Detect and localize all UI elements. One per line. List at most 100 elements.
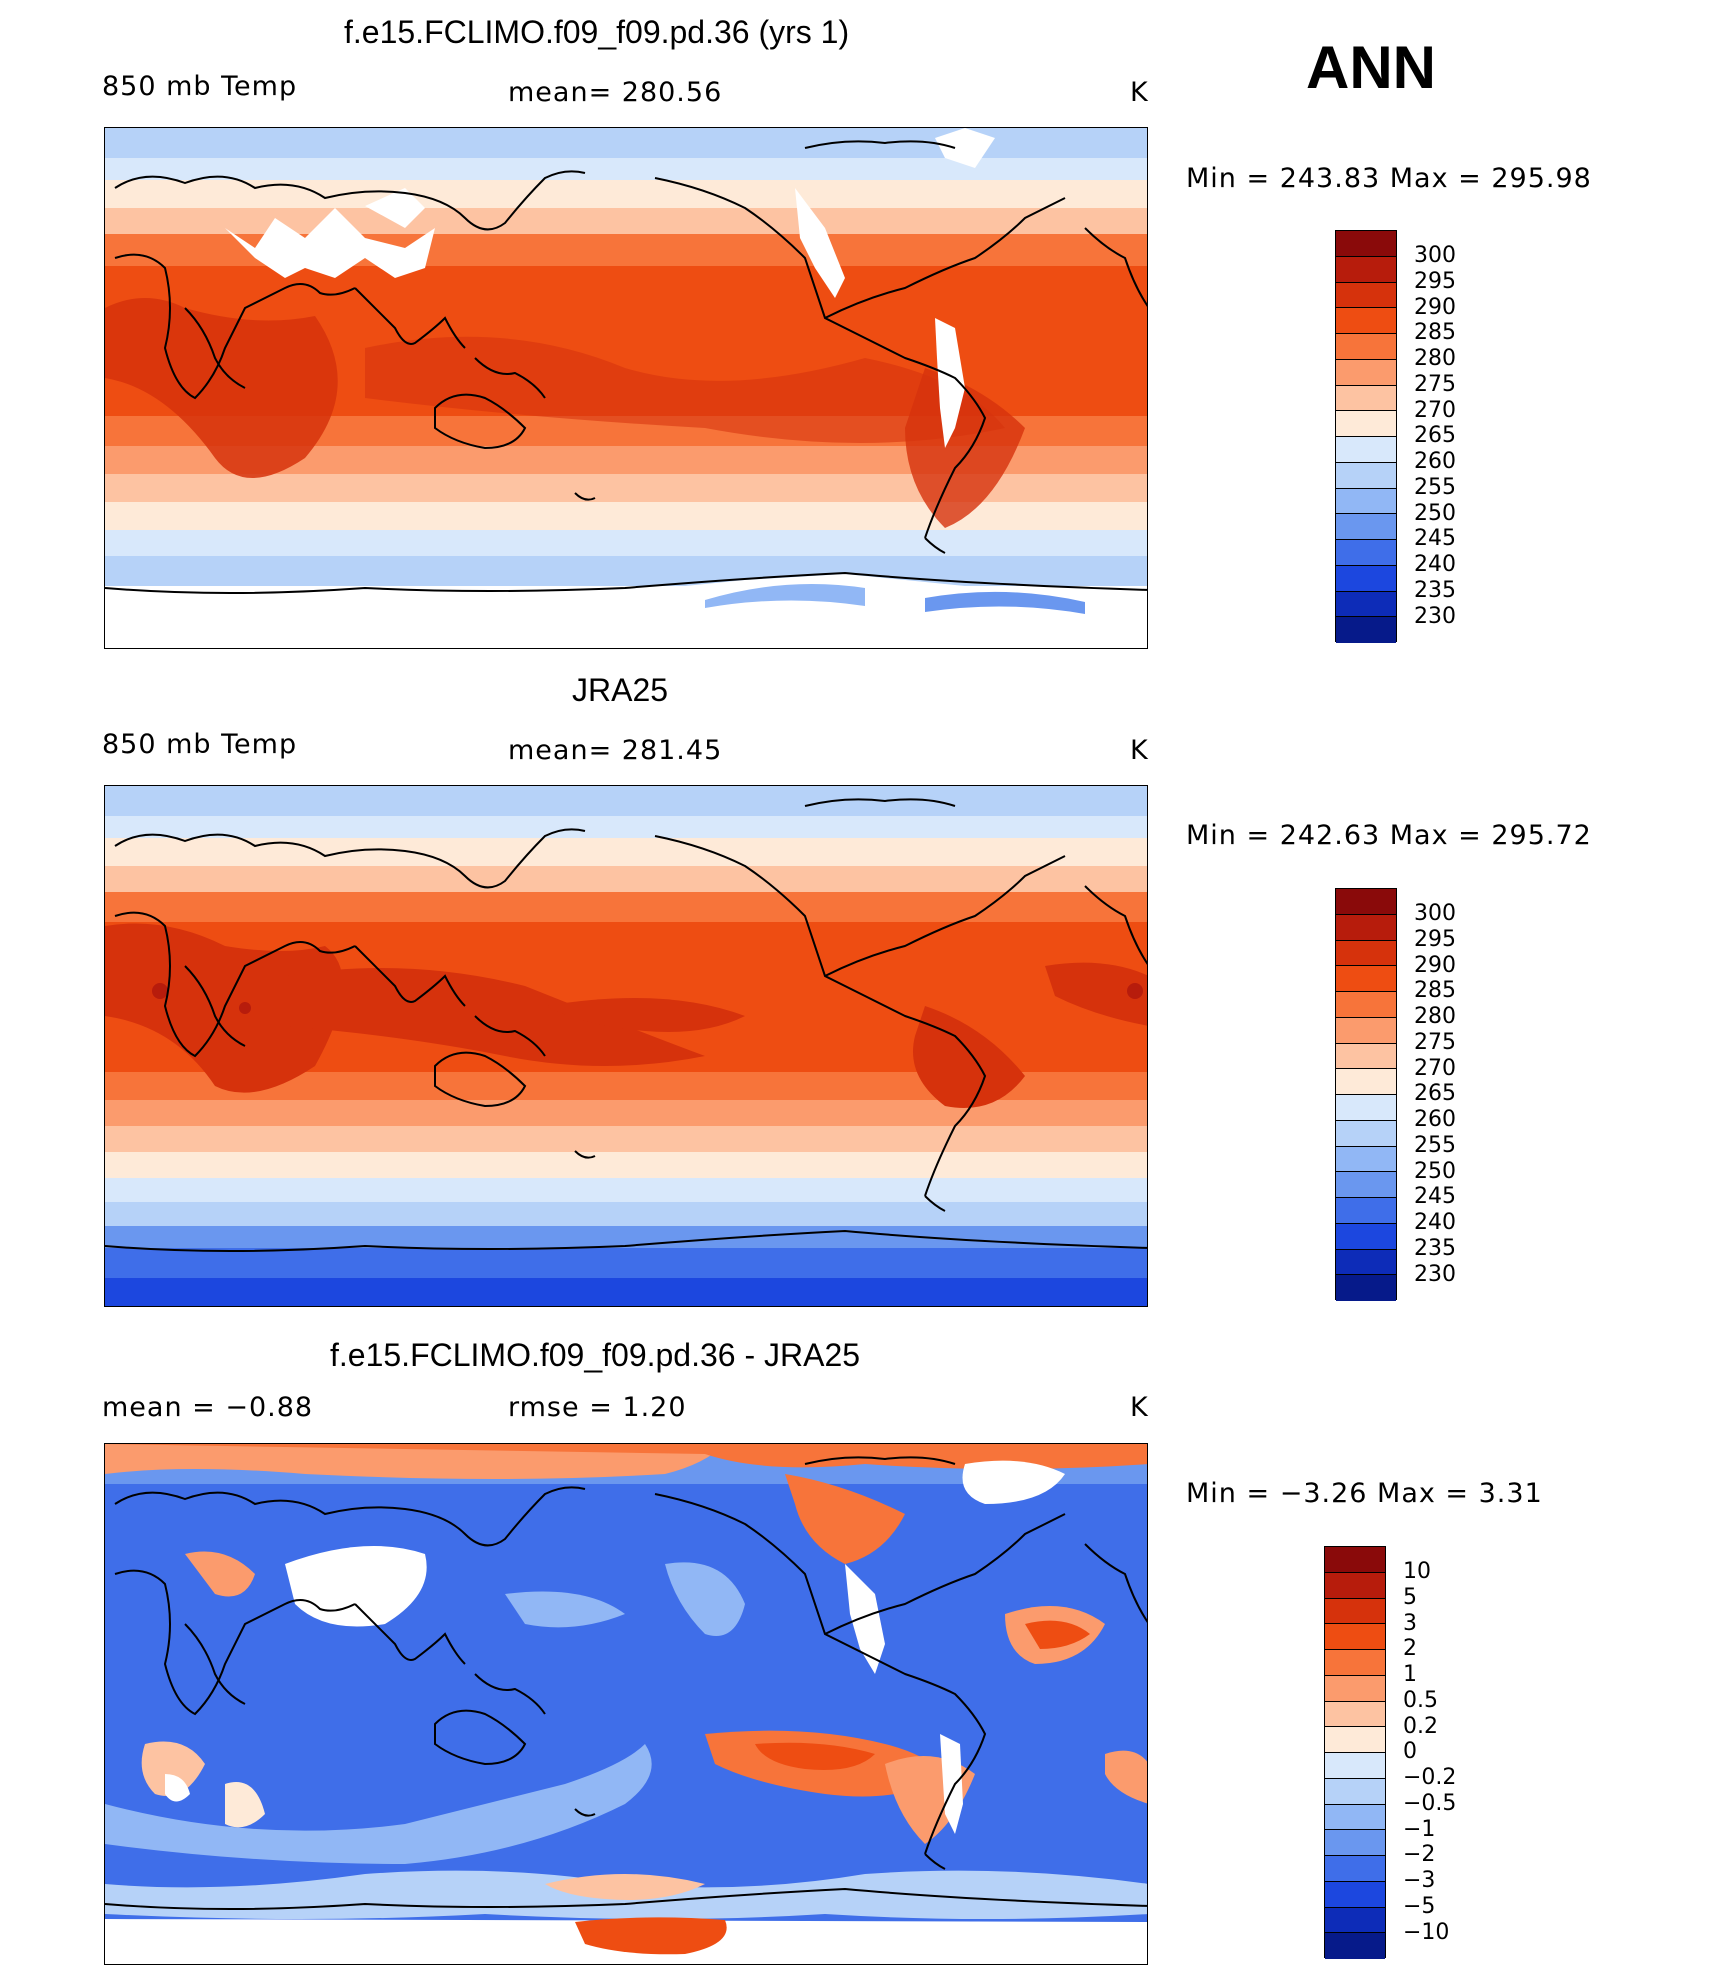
panel-3-rmse-label: rmse = 1.20: [508, 1392, 687, 1423]
panel-1-colorbar-label: 245: [1414, 526, 1456, 551]
panel-3-colorbar-label: 3: [1403, 1611, 1417, 1636]
panel-1-colorbar-segment: [1336, 334, 1396, 360]
panel-1-map: [104, 127, 1148, 649]
panel-1-colorbar-label: 235: [1414, 578, 1456, 603]
panel-3-colorbar-label: 1: [1403, 1662, 1417, 1687]
panel-2-colorbar-segment: [1336, 1069, 1396, 1095]
panel-3-mean-label: mean = −0.88: [102, 1392, 314, 1423]
panel-3-colorbar-segment: [1325, 1572, 1385, 1599]
panel-3-colorbar-label: −1: [1403, 1817, 1436, 1842]
panel-1-colorbar-label: 300: [1414, 243, 1456, 268]
panel-3-colorbar-segment: [1325, 1907, 1385, 1934]
panel-2-colorbar-segment: [1336, 992, 1396, 1018]
panel-3-colorbar-segment: [1325, 1701, 1385, 1728]
season-label: ANN: [1306, 34, 1436, 101]
panel-3-colorbar: [1324, 1546, 1386, 1959]
panel-3-colorbar-segment: [1325, 1598, 1385, 1625]
panel-2-colorbar-segment: [1336, 889, 1396, 915]
panel-2-colorbar-label: 285: [1414, 978, 1456, 1003]
panel-1-colorbar-label: 265: [1414, 423, 1456, 448]
panel-2-colorbar-label: 295: [1414, 927, 1456, 952]
panel-3-min-max: Min = −3.26 Max = 3.31: [1186, 1478, 1543, 1509]
panel-2-colorbar-label: 235: [1414, 1236, 1456, 1261]
panel-3-colorbar-segment: [1325, 1727, 1385, 1753]
panel-2-title: JRA25: [572, 672, 669, 708]
panel-3-colorbar-segment: [1325, 1624, 1385, 1650]
panel-1-colorbar-segment: [1336, 411, 1396, 437]
panel-1-colorbar-segment: [1336, 256, 1396, 283]
panel-1-colorbar-label: 270: [1414, 398, 1456, 423]
panel-2-colorbar-label: 250: [1414, 1159, 1456, 1184]
panel-3-unit: K: [1130, 1392, 1149, 1423]
panel-3-colorbar-label: 0.5: [1403, 1688, 1438, 1713]
panel-3-title: f.e15.FCLIMO.f09_f09.pd.36 - JRA25: [330, 1337, 861, 1373]
panel-1-variable-label: 850 mb Temp: [102, 71, 298, 102]
panel-3-colorbar-segment: [1325, 1547, 1385, 1573]
panel-2-colorbar-segment: [1336, 966, 1396, 992]
panel-1-colorbar-segment: [1336, 385, 1396, 412]
panel-2-colorbar-segment: [1336, 1198, 1396, 1224]
panel-2-colorbar-label: 270: [1414, 1056, 1456, 1081]
panel-2-colorbar-segment: [1336, 1095, 1396, 1121]
panel-1-colorbar-segment: [1336, 462, 1396, 489]
panel-1-colorbar-label: 240: [1414, 552, 1456, 577]
panel-3-colorbar-segment: [1325, 1753, 1385, 1779]
panel-3-colorbar-label: −2: [1403, 1842, 1436, 1867]
panel-3-colorbar-segment: [1325, 1778, 1385, 1805]
panel-2-colorbar-segment: [1336, 914, 1396, 941]
panel-2-colorbar-label: 265: [1414, 1081, 1456, 1106]
panel-3-colorbar-label: 2: [1403, 1636, 1417, 1661]
panel-3-map: [104, 1443, 1148, 1965]
panel-3-colorbar-segment: [1325, 1830, 1385, 1856]
panel-2-variable-label: 850 mb Temp: [102, 729, 298, 760]
panel-2-map: [104, 785, 1148, 1307]
panel-1-colorbar-segment: [1336, 282, 1396, 309]
panel-3-colorbar-segment: [1325, 1881, 1385, 1908]
panel-1-mean-label: mean= 280.56: [508, 77, 723, 108]
panel-1-colorbar-segment: [1336, 308, 1396, 334]
panel-2-unit: K: [1130, 735, 1149, 766]
panel-2-colorbar-label: 240: [1414, 1210, 1456, 1235]
panel-2-colorbar: [1335, 888, 1397, 1301]
panel-2-colorbar-segment: [1336, 940, 1396, 967]
panel-1-colorbar-label: 275: [1414, 372, 1456, 397]
panel-2-colorbar-label: 275: [1414, 1030, 1456, 1055]
panel-1-colorbar-label: 295: [1414, 269, 1456, 294]
panel-3-colorbar-segment: [1325, 1933, 1385, 1959]
panel-3-colorbar-segment: [1325, 1650, 1385, 1676]
panel-2-colorbar-segment: [1336, 1223, 1396, 1250]
panel-2-colorbar-label: 255: [1414, 1133, 1456, 1158]
panel-3-colorbar-segment: [1325, 1675, 1385, 1702]
panel-1-colorbar-label: 230: [1414, 604, 1456, 629]
panel-3-colorbar-label: 0.2: [1403, 1714, 1438, 1739]
panel-1-colorbar-segment: [1336, 359, 1396, 386]
panel-1-colorbar-segment: [1336, 591, 1396, 618]
panel-1-colorbar-label: 255: [1414, 475, 1456, 500]
panel-2-min-max: Min = 242.63 Max = 295.72: [1186, 820, 1592, 851]
panel-3-colorbar-label: 0: [1403, 1739, 1417, 1764]
panel-3-colorbar-label: −10: [1403, 1920, 1450, 1945]
panel-1-unit: K: [1130, 77, 1149, 108]
panel-1-colorbar-label: 280: [1414, 346, 1456, 371]
panel-3-colorbar-label: −0.5: [1403, 1791, 1457, 1816]
panel-3-colorbar-label: 5: [1403, 1585, 1417, 1610]
panel-1-colorbar-segment: [1336, 617, 1396, 643]
panel-1-colorbar-label: 285: [1414, 320, 1456, 345]
panel-2-colorbar-segment: [1336, 1043, 1396, 1070]
panel-1-colorbar-segment: [1336, 565, 1396, 592]
panel-2-colorbar-segment: [1336, 1120, 1396, 1147]
panel-1-colorbar-segment: [1336, 514, 1396, 540]
panel-2-colorbar-label: 280: [1414, 1004, 1456, 1029]
panel-2-colorbar-label: 245: [1414, 1184, 1456, 1209]
panel-1-colorbar-label: 260: [1414, 449, 1456, 474]
panel-1-colorbar: [1335, 230, 1397, 643]
panel-1-min-max: Min = 243.83 Max = 295.98: [1186, 163, 1592, 194]
panel-2-colorbar-segment: [1336, 1249, 1396, 1276]
panel-2-colorbar-label: 230: [1414, 1262, 1456, 1287]
panel-2-colorbar-segment: [1336, 1172, 1396, 1198]
panel-2-colorbar-label: 260: [1414, 1107, 1456, 1132]
panel-3-colorbar-label: 10: [1403, 1559, 1431, 1584]
panel-1-colorbar-label: 290: [1414, 295, 1456, 320]
panel-2-colorbar-segment: [1336, 1146, 1396, 1173]
panel-1-colorbar-segment: [1336, 540, 1396, 566]
